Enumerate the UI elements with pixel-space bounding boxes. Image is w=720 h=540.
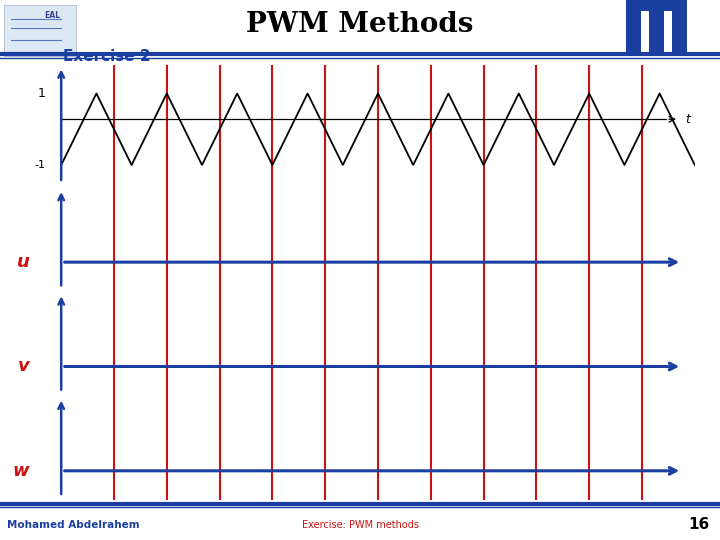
Text: u: u: [17, 253, 30, 271]
Bar: [672, 11, 687, 53]
Text: w: w: [13, 462, 30, 480]
Text: Exercise 2: Exercise 2: [63, 49, 150, 64]
Text: Exercise: PWM methods: Exercise: PWM methods: [302, 519, 418, 530]
Text: 16: 16: [688, 517, 709, 532]
Bar: [649, 11, 664, 53]
Text: v: v: [18, 357, 30, 375]
FancyBboxPatch shape: [4, 5, 76, 56]
Text: EAL: EAL: [44, 11, 60, 20]
Bar: [626, 11, 641, 53]
Bar: [626, 0, 687, 11]
Text: PWM Methods: PWM Methods: [246, 11, 474, 38]
Text: t: t: [685, 113, 690, 126]
Text: Mohamed Abdelrahem: Mohamed Abdelrahem: [7, 519, 140, 530]
Text: 1: 1: [37, 87, 45, 100]
Text: -1: -1: [35, 160, 45, 170]
